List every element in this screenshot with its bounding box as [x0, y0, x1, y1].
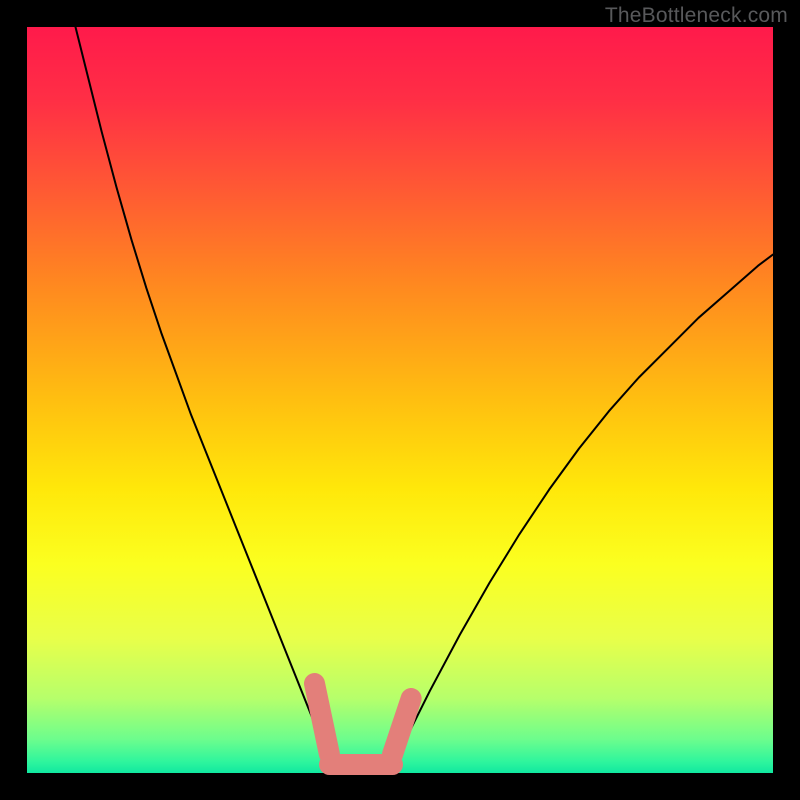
highlight-pill-2 — [379, 685, 424, 768]
plot-area — [27, 27, 773, 773]
watermark-text: TheBottleneck.com — [605, 4, 788, 28]
chart-frame: TheBottleneck.com — [0, 0, 800, 800]
marker-layer — [27, 27, 773, 773]
highlight-pill-0 — [302, 671, 342, 767]
